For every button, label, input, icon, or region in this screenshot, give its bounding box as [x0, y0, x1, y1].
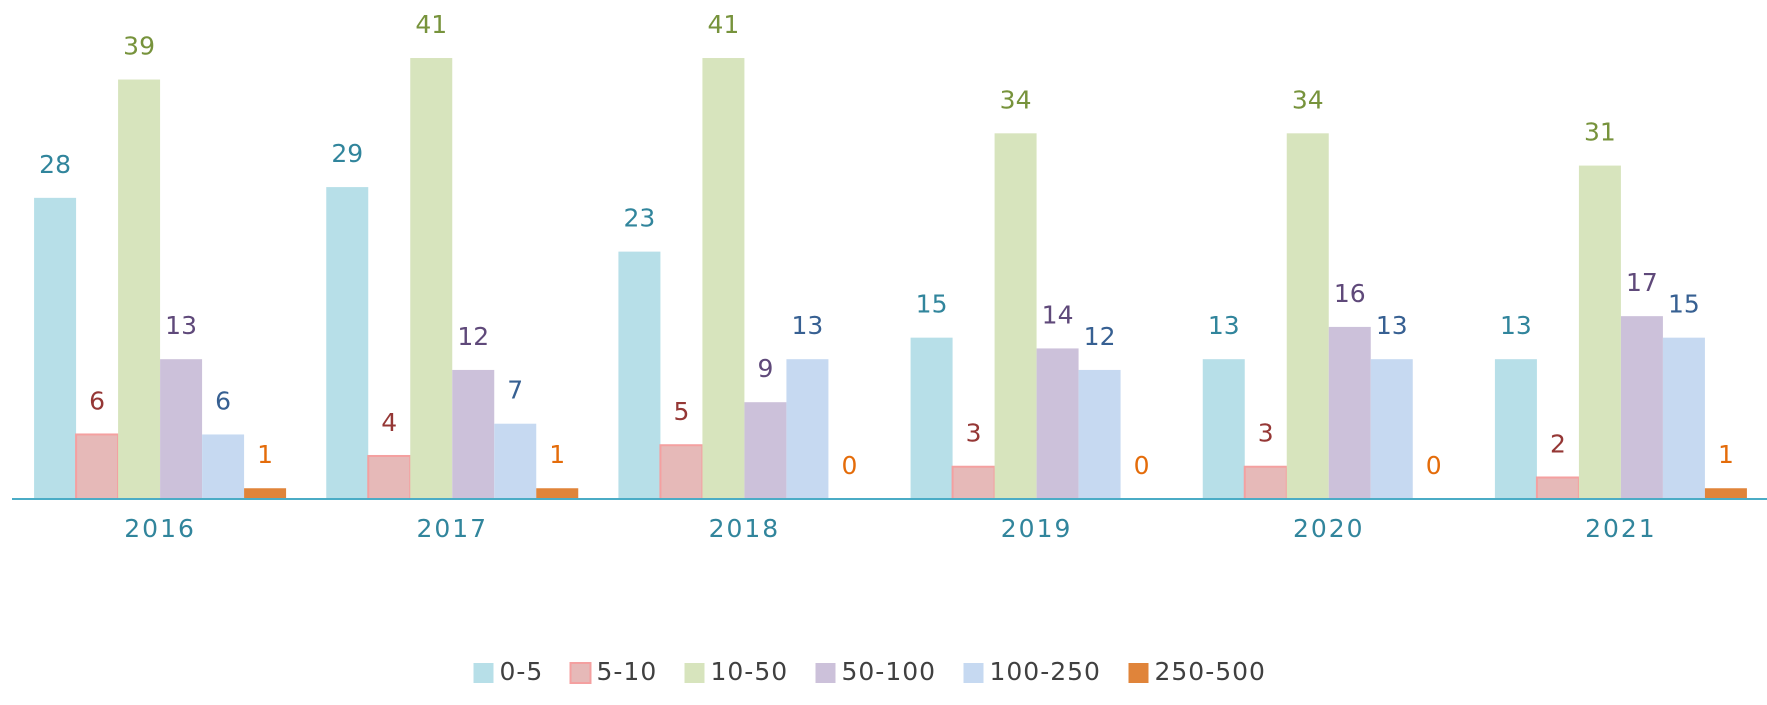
legend-label: 100-250	[990, 657, 1101, 686]
bar	[1328, 326, 1371, 499]
data-label: 4	[381, 408, 397, 437]
data-label: 15	[916, 290, 948, 319]
bar	[160, 359, 203, 499]
bar	[1078, 369, 1121, 499]
data-label: 6	[89, 386, 105, 415]
data-label: 12	[457, 322, 489, 351]
bar	[1662, 337, 1705, 499]
data-label: 13	[1208, 311, 1240, 340]
data-label: 13	[165, 311, 197, 340]
x-tick-label: 2021	[1585, 514, 1657, 543]
data-label: 3	[1258, 419, 1274, 448]
bar	[452, 369, 495, 499]
legend-label: 50-100	[842, 657, 937, 686]
legend-label: 0-5	[500, 657, 544, 686]
bar	[1578, 165, 1621, 500]
data-label: 39	[123, 32, 155, 61]
bar	[326, 187, 369, 500]
data-label: 29	[331, 139, 363, 168]
bar	[1494, 359, 1537, 499]
data-label: 7	[507, 376, 523, 405]
data-label: 34	[1292, 85, 1324, 114]
bar	[1243, 465, 1288, 501]
legend-swatch	[684, 663, 705, 683]
legend-swatch	[815, 663, 836, 683]
legend-label: 5-10	[597, 657, 658, 686]
bar	[75, 433, 120, 501]
bar	[202, 434, 245, 499]
data-label: 0	[841, 451, 857, 480]
data-label: 1	[257, 440, 273, 469]
bar	[744, 402, 787, 499]
bar	[1036, 348, 1079, 499]
bar	[1535, 476, 1580, 501]
bar	[1620, 316, 1663, 499]
data-label: 15	[1668, 290, 1700, 319]
data-label: 41	[708, 10, 740, 39]
legend-label: 250-500	[1155, 657, 1266, 686]
bar	[1370, 359, 1413, 499]
data-label: 13	[792, 311, 824, 340]
x-tick-label: 2020	[1293, 514, 1365, 543]
data-label: 14	[1042, 300, 1074, 329]
data-label: 13	[1376, 311, 1408, 340]
bar	[34, 197, 77, 499]
data-label: 17	[1626, 268, 1658, 297]
data-label: 3	[966, 419, 982, 448]
bar	[786, 359, 829, 499]
x-tick-label: 2018	[709, 514, 781, 543]
bar	[618, 251, 661, 499]
x-tick-label: 2017	[416, 514, 488, 543]
data-label: 41	[415, 10, 447, 39]
legend-label: 10-50	[711, 657, 789, 686]
legend-swatch	[963, 663, 984, 683]
data-label: 9	[757, 354, 773, 383]
bar	[702, 58, 745, 500]
data-label: 23	[624, 204, 656, 233]
bar	[994, 133, 1037, 500]
data-label: 31	[1584, 118, 1616, 147]
data-label: 28	[39, 150, 71, 179]
bar	[659, 444, 704, 501]
bar	[1202, 359, 1245, 499]
x-tick-label: 2016	[124, 514, 196, 543]
data-label: 16	[1334, 279, 1366, 308]
bar	[1704, 488, 1747, 499]
bar	[410, 58, 453, 500]
x-tick-label: 2019	[1001, 514, 1073, 543]
legend-swatch	[1128, 663, 1149, 683]
data-label: 34	[1000, 85, 1032, 114]
data-label: 13	[1500, 311, 1532, 340]
bar	[494, 423, 537, 499]
bar	[1286, 133, 1329, 500]
bar	[118, 79, 161, 500]
bar	[367, 454, 412, 501]
data-label: 12	[1084, 322, 1116, 351]
data-label: 0	[1134, 451, 1150, 480]
legend-swatch	[569, 662, 592, 684]
data-label: 2	[1550, 429, 1566, 458]
bar	[951, 465, 996, 501]
data-label: 1	[549, 440, 565, 469]
data-label: 1	[1718, 440, 1734, 469]
data-label: 0	[1426, 451, 1442, 480]
bar	[536, 488, 579, 499]
data-label: 6	[215, 386, 231, 415]
data-label: 5	[673, 397, 689, 426]
bar	[910, 337, 953, 499]
legend-swatch	[473, 663, 494, 683]
bar	[244, 488, 287, 499]
